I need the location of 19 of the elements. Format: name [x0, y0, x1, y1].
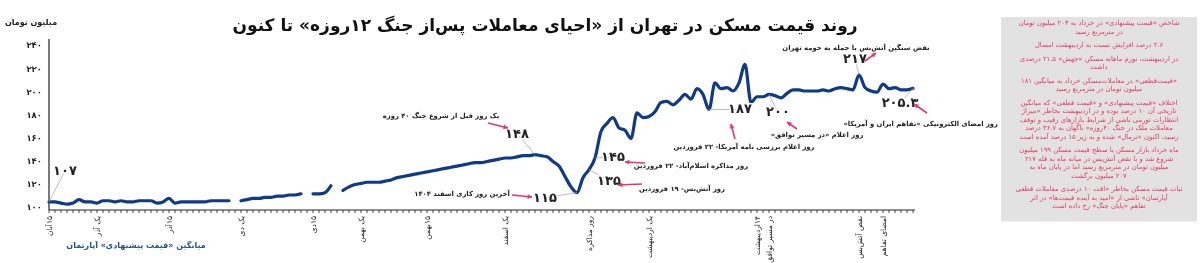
- data-label: ۲۰۵.۳: [881, 95, 919, 111]
- data-label: ۱۰۷: [53, 162, 77, 178]
- y-tick-label: ۲۲۰: [26, 63, 42, 74]
- y-tick-label: ۱۴۰: [26, 155, 42, 166]
- data-label: ۱۸۷: [728, 101, 752, 117]
- y-tick-label: ۲۴۰: [26, 40, 42, 51]
- data-label: ۱۴۵: [601, 149, 625, 165]
- y-tick-label: ۱۸۰: [26, 109, 42, 120]
- text: میانگین «قیمت پیشنهادی» آپارتمان: [66, 240, 206, 250]
- y-tick-label: ۱۰۰: [26, 202, 42, 213]
- data-label: ۲۰۰: [766, 104, 790, 120]
- data-label: ۱۱۵: [533, 189, 557, 205]
- chart-title: روند قیمت مسکن در تهران از «احیای معاملات پس‌از جنگ ۱۲روزه» تا کنون: [232, 15, 858, 36]
- data-label: ۱۳۵: [597, 172, 621, 188]
- y-axis-title: میلیون تومان: [4, 18, 58, 27]
- y-tick-label: ۲۰۰: [26, 86, 42, 97]
- y-tick-label: ۱۶۰: [26, 132, 42, 143]
- y-tick-label: ۱۲۰: [26, 179, 42, 190]
- data-label: ۱۴۸: [505, 125, 529, 141]
